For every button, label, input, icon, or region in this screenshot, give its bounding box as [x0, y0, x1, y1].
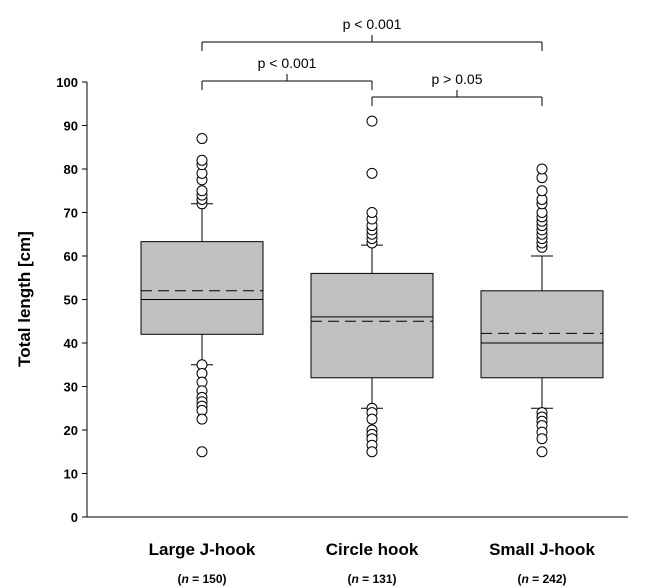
sample-size-value: = 150) — [189, 572, 227, 586]
outlier-point — [366, 207, 378, 218]
box-series — [140, 115, 604, 458]
box-group — [480, 163, 604, 458]
y-tick-label: 100 — [56, 75, 78, 90]
y-tick-label: 30 — [64, 380, 78, 395]
y-axis-label: Total length [cm] — [15, 231, 34, 367]
comparison-bracket: p < 0.001 — [201, 16, 543, 51]
outlier-point — [196, 413, 208, 425]
sample-size-label: (n = 131) — [347, 572, 396, 586]
y-tick-label: 50 — [64, 293, 78, 308]
comparison-bracket: p < 0.001 — [201, 55, 373, 90]
sample-size-label: (n = 150) — [177, 572, 226, 586]
y-tick-label: 60 — [64, 249, 78, 264]
axes: 0 10 20 30 40 50 60 70 80 90 100 — [56, 75, 628, 525]
comparison-bracket: p > 0.05 — [371, 71, 543, 106]
y-tick-label: 70 — [64, 206, 78, 221]
category-label: Small J-hook — [489, 540, 595, 559]
sample-size-symbol: n — [521, 572, 528, 586]
sample-size-label: (n = 242) — [517, 572, 566, 586]
iqr-box — [480, 290, 604, 379]
y-tick-label: 0 — [71, 510, 78, 525]
y-tick-label: 80 — [64, 162, 78, 177]
y-tick-label: 10 — [64, 467, 78, 482]
outlier-point — [196, 133, 208, 145]
sample-size-value: = 131) — [359, 572, 397, 586]
outlier-point — [196, 154, 208, 166]
y-tick-label: 40 — [64, 336, 78, 351]
outlier-point — [536, 163, 548, 175]
outlier-point — [536, 446, 548, 458]
p-value-label: p < 0.001 — [343, 16, 402, 32]
box-group — [310, 115, 434, 458]
outlier-point — [196, 446, 208, 458]
iqr-box — [140, 241, 264, 335]
outlier-point — [366, 167, 378, 179]
category-label: Circle hook — [326, 540, 419, 559]
p-value-label: p < 0.001 — [258, 55, 317, 71]
outlier-point — [366, 446, 378, 458]
significance-brackets: p < 0.001 p < 0.001 p > 0.05 — [201, 16, 543, 106]
sample-size-symbol: n — [181, 572, 188, 586]
sample-size-prefix: ( — [177, 572, 181, 586]
sample-size-symbol: n — [351, 572, 358, 586]
y-tick-label: 90 — [64, 119, 78, 134]
box-group — [140, 133, 264, 458]
p-value-label: p > 0.05 — [432, 71, 483, 87]
sample-size-value: = 242) — [529, 572, 567, 586]
outlier-point — [536, 185, 548, 197]
y-tick-label: 20 — [64, 423, 78, 438]
outlier-point — [536, 433, 548, 445]
outlier-point — [366, 115, 378, 127]
category-label: Large J-hook — [149, 540, 256, 559]
sample-size-prefix: ( — [517, 572, 521, 586]
iqr-box — [310, 272, 434, 379]
category-labels: Large J-hook(n = 150)Circle hook(n = 131… — [149, 540, 596, 586]
outlier-point — [366, 413, 378, 425]
outlier-point — [196, 185, 208, 197]
sample-size-prefix: ( — [347, 572, 351, 586]
